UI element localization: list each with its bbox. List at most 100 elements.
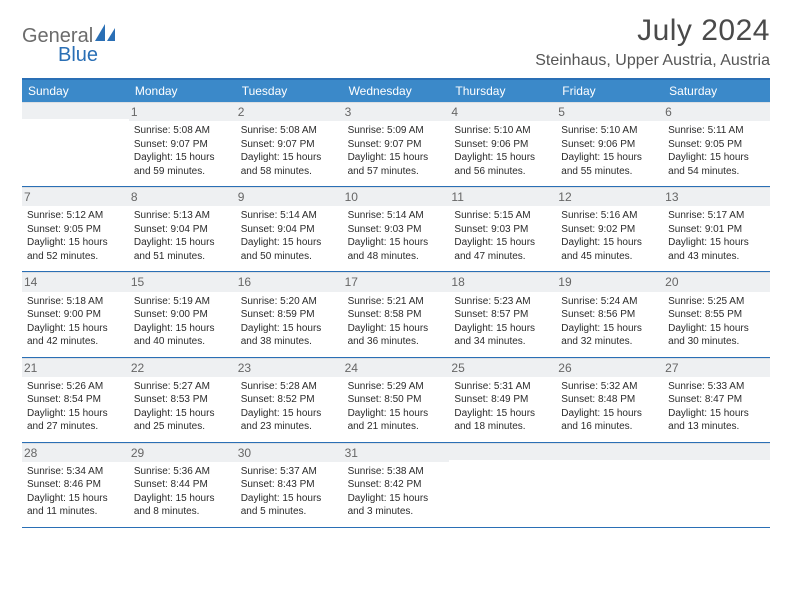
month-title: July 2024	[535, 14, 770, 48]
day-cell: 11Sunrise: 5:15 AMSunset: 9:03 PMDayligh…	[449, 187, 556, 271]
sunset-text: Sunset: 8:52 PM	[241, 393, 338, 407]
dow-saturday: Saturday	[663, 80, 770, 102]
day-cell: 19Sunrise: 5:24 AMSunset: 8:56 PMDayligh…	[556, 272, 663, 356]
day-body: Sunrise: 5:26 AMSunset: 8:54 PMDaylight:…	[27, 380, 124, 434]
week-row: 1Sunrise: 5:08 AMSunset: 9:07 PMDaylight…	[22, 102, 770, 187]
day-number: 11	[449, 187, 556, 206]
daylight-text: Daylight: 15 hours and 48 minutes.	[348, 236, 445, 263]
day-body: Sunrise: 5:37 AMSunset: 8:43 PMDaylight:…	[241, 465, 338, 519]
sunrise-text: Sunrise: 5:34 AM	[27, 465, 124, 479]
sunset-text: Sunset: 9:03 PM	[454, 223, 551, 237]
day-of-week-header: Sunday Monday Tuesday Wednesday Thursday…	[22, 80, 770, 102]
daylight-text: Daylight: 15 hours and 3 minutes.	[348, 492, 445, 519]
sunset-text: Sunset: 8:57 PM	[454, 308, 551, 322]
day-body: Sunrise: 5:09 AMSunset: 9:07 PMDaylight:…	[348, 124, 445, 178]
day-number: 27	[663, 358, 770, 377]
day-body: Sunrise: 5:13 AMSunset: 9:04 PMDaylight:…	[134, 209, 231, 263]
daylight-text: Daylight: 15 hours and 16 minutes.	[561, 407, 658, 434]
sunrise-text: Sunrise: 5:10 AM	[454, 124, 551, 138]
sunrise-text: Sunrise: 5:08 AM	[241, 124, 338, 138]
daylight-text: Daylight: 15 hours and 5 minutes.	[241, 492, 338, 519]
day-number: 2	[236, 102, 343, 121]
daylight-text: Daylight: 15 hours and 13 minutes.	[668, 407, 765, 434]
dow-wednesday: Wednesday	[343, 80, 450, 102]
sunset-text: Sunset: 9:06 PM	[561, 138, 658, 152]
day-number: 10	[343, 187, 450, 206]
day-cell: 26Sunrise: 5:32 AMSunset: 8:48 PMDayligh…	[556, 358, 663, 442]
title-block: July 2024 Steinhaus, Upper Austria, Aust…	[535, 14, 770, 70]
day-body: Sunrise: 5:10 AMSunset: 9:06 PMDaylight:…	[454, 124, 551, 178]
day-number: 7	[22, 187, 129, 206]
day-body: Sunrise: 5:34 AMSunset: 8:46 PMDaylight:…	[27, 465, 124, 519]
sunset-text: Sunset: 8:43 PM	[241, 478, 338, 492]
daylight-text: Daylight: 15 hours and 50 minutes.	[241, 236, 338, 263]
daylight-text: Daylight: 15 hours and 59 minutes.	[134, 151, 231, 178]
day-number: 9	[236, 187, 343, 206]
weeks-container: 1Sunrise: 5:08 AMSunset: 9:07 PMDaylight…	[22, 102, 770, 528]
day-body: Sunrise: 5:14 AMSunset: 9:03 PMDaylight:…	[348, 209, 445, 263]
daylight-text: Daylight: 15 hours and 58 minutes.	[241, 151, 338, 178]
sunrise-text: Sunrise: 5:17 AM	[668, 209, 765, 223]
day-cell: 6Sunrise: 5:11 AMSunset: 9:05 PMDaylight…	[663, 102, 770, 186]
logo-word-2: Blue	[58, 44, 117, 67]
day-number: 17	[343, 272, 450, 291]
daylight-text: Daylight: 15 hours and 56 minutes.	[454, 151, 551, 178]
sunrise-text: Sunrise: 5:09 AM	[348, 124, 445, 138]
day-number: 22	[129, 358, 236, 377]
daylight-text: Daylight: 15 hours and 40 minutes.	[134, 322, 231, 349]
sunrise-text: Sunrise: 5:08 AM	[134, 124, 231, 138]
day-body: Sunrise: 5:25 AMSunset: 8:55 PMDaylight:…	[668, 295, 765, 349]
empty-day-header	[663, 443, 770, 460]
day-body: Sunrise: 5:24 AMSunset: 8:56 PMDaylight:…	[561, 295, 658, 349]
sunset-text: Sunset: 9:06 PM	[454, 138, 551, 152]
daylight-text: Daylight: 15 hours and 34 minutes.	[454, 322, 551, 349]
dow-monday: Monday	[129, 80, 236, 102]
sunset-text: Sunset: 9:07 PM	[134, 138, 231, 152]
day-cell: 23Sunrise: 5:28 AMSunset: 8:52 PMDayligh…	[236, 358, 343, 442]
day-body: Sunrise: 5:17 AMSunset: 9:01 PMDaylight:…	[668, 209, 765, 263]
sunrise-text: Sunrise: 5:10 AM	[561, 124, 658, 138]
day-number: 31	[343, 443, 450, 462]
page-header: General Blue July 2024 Steinhaus, Upper …	[22, 14, 770, 70]
sunset-text: Sunset: 8:58 PM	[348, 308, 445, 322]
sunrise-text: Sunrise: 5:32 AM	[561, 380, 658, 394]
daylight-text: Daylight: 15 hours and 52 minutes.	[27, 236, 124, 263]
day-body: Sunrise: 5:21 AMSunset: 8:58 PMDaylight:…	[348, 295, 445, 349]
day-number: 24	[343, 358, 450, 377]
sunrise-text: Sunrise: 5:38 AM	[348, 465, 445, 479]
sunset-text: Sunset: 8:49 PM	[454, 393, 551, 407]
day-cell: 2 Sunrise: 5:08 AMSunset: 9:07 PMDaylight…	[236, 102, 343, 186]
day-number: 6	[663, 102, 770, 121]
sunset-text: Sunset: 9:07 PM	[241, 138, 338, 152]
sunrise-text: Sunrise: 5:16 AM	[561, 209, 658, 223]
day-number: 15	[129, 272, 236, 291]
day-body: Sunrise: 5:32 AMSunset: 8:48 PMDaylight:…	[561, 380, 658, 434]
day-cell: 15Sunrise: 5:19 AMSunset: 9:00 PMDayligh…	[129, 272, 236, 356]
sunset-text: Sunset: 9:07 PM	[348, 138, 445, 152]
day-number: 23	[236, 358, 343, 377]
daylight-text: Daylight: 15 hours and 27 minutes.	[27, 407, 124, 434]
day-cell: 24 Sunrise: 5:29 AMSunset: 8:50 PMDayligh…	[343, 358, 450, 442]
day-cell: 25Sunrise: 5:31 AMSunset: 8:49 PMDayligh…	[449, 358, 556, 442]
sunrise-text: Sunrise: 5:12 AM	[27, 209, 124, 223]
daylight-text: Daylight: 15 hours and 47 minutes.	[454, 236, 551, 263]
daylight-text: Daylight: 15 hours and 42 minutes.	[27, 322, 124, 349]
day-number: 3	[343, 102, 450, 121]
day-cell: 3 Sunrise: 5:09 AMSunset: 9:07 PMDaylight…	[343, 102, 450, 186]
sunset-text: Sunset: 8:50 PM	[348, 393, 445, 407]
day-body: Sunrise: 5:12 AMSunset: 9:05 PMDaylight:…	[27, 209, 124, 263]
day-body: Sunrise: 5:38 AMSunset: 8:42 PMDaylight:…	[348, 465, 445, 519]
sunrise-text: Sunrise: 5:19 AM	[134, 295, 231, 309]
sunrise-text: Sunrise: 5:13 AM	[134, 209, 231, 223]
dow-friday: Friday	[556, 80, 663, 102]
daylight-text: Daylight: 15 hours and 38 minutes.	[241, 322, 338, 349]
day-cell	[556, 443, 663, 527]
daylight-text: Daylight: 15 hours and 55 minutes.	[561, 151, 658, 178]
sunset-text: Sunset: 9:03 PM	[348, 223, 445, 237]
day-cell: 22 Sunrise: 5:27 AMSunset: 8:53 PMDayligh…	[129, 358, 236, 442]
sunset-text: Sunset: 8:56 PM	[561, 308, 658, 322]
day-cell: 28Sunrise: 5:34 AMSunset: 8:46 PMDayligh…	[22, 443, 129, 527]
day-body: Sunrise: 5:16 AMSunset: 9:02 PMDaylight:…	[561, 209, 658, 263]
day-body: Sunrise: 5:29 AMSunset: 8:50 PMDaylight:…	[348, 380, 445, 434]
day-body: Sunrise: 5:27 AMSunset: 8:53 PMDaylight:…	[134, 380, 231, 434]
